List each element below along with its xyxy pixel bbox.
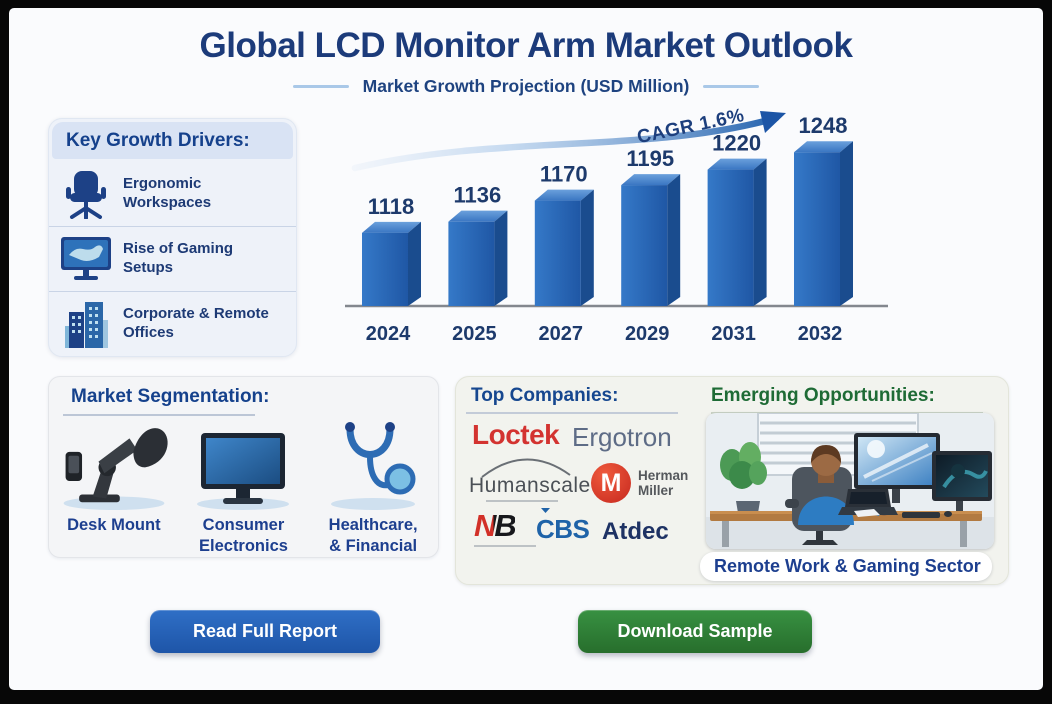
bar-value-label: 1248 (799, 113, 848, 138)
bar-value-label: 1170 (540, 162, 588, 187)
bar-2025: 1136 2025 (448, 183, 508, 345)
herman-miller-logo: Herman Miller (638, 468, 689, 498)
workspace-illustration (706, 413, 994, 549)
growth-driver-row: Corporate & Remote Offices (49, 291, 296, 356)
market-growth-bar-chart: CAGR 1.6% 111820241136202511702027119520… (345, 105, 888, 345)
bar-2031: 1220 2031 (707, 131, 767, 345)
subtitle-dash-left (292, 85, 349, 88)
growth-driver-label: Corporate & Remote Offices (123, 305, 269, 341)
gaming-monitor-icon (61, 237, 111, 281)
bar-year-label: 2025 (452, 323, 497, 345)
stethoscope-icon (328, 419, 418, 511)
emerging-caption-bar: Remote Work & Gaming Sector (700, 552, 992, 581)
segmentation-heading: Market Segmentation: (71, 386, 270, 407)
herman-miller-badge-icon: M (591, 463, 631, 503)
subtitle: Market Growth Projection (USD Million) (0, 76, 1052, 97)
segment-desk-mount: Desk Mount (54, 419, 174, 558)
bar-2032: 1248 2032 (794, 113, 853, 345)
segment-healthcare-financial: Healthcare, & Financial (313, 419, 433, 558)
nb-logo: NB (474, 508, 517, 543)
top-companies-heading: Top Companies: (471, 385, 619, 406)
top-companies-underline (466, 412, 678, 414)
bar-year-label: 2024 (366, 323, 411, 345)
segment-label: Healthcare, & Financial (328, 516, 418, 556)
bar-year-label: 2031 (711, 323, 756, 345)
bar-year-label: 2029 (625, 323, 670, 345)
segment-label: Consumer Electronics (199, 516, 288, 556)
companies-and-opportunities-panel: Top Companies: Loctek Ergotron Humanscal… (455, 376, 1009, 585)
bar-year-label: 2032 (798, 323, 843, 345)
emerging-caption-text: Remote Work & Gaming Sector (714, 556, 981, 576)
growth-driver-label: Rise of Gaming Setups (123, 240, 234, 276)
cbs-logo: CBS (536, 514, 590, 544)
bar-value-label: 1118 (368, 194, 415, 219)
cagr-arrowhead (760, 111, 786, 133)
growth-driver-row: Rise of Gaming Setups (49, 226, 296, 291)
market-segmentation-panel: Market Segmentation: Desk Mount (48, 376, 439, 558)
growth-driver-label: Ergonomic Workspaces (123, 175, 212, 211)
humanscale-logo-arc (481, 458, 571, 478)
office-chair-icon (61, 169, 111, 219)
humanscale-fine-print-line (486, 500, 558, 502)
segmentation-underline (63, 414, 255, 416)
subtitle-dash-right (703, 85, 760, 88)
download-sample-button[interactable]: Download Sample (578, 610, 812, 653)
monitor-icon (193, 419, 293, 511)
page-title: Global LCD Monitor Arm Market Outlook (199, 26, 854, 65)
bar-value-label: 1220 (712, 131, 761, 156)
laptop (838, 489, 898, 515)
bar-2024: 1118 2024 (362, 194, 421, 345)
dual-monitors (854, 433, 992, 513)
monitor-arm-icon (55, 419, 173, 511)
key-growth-drivers-panel: Key Growth Drivers: Ergonomic Workspaces (48, 118, 297, 357)
bars-group: 1118 2024 1136 2025 1170 2027 1195 2029 1220 2031… (362, 113, 853, 345)
ergotron-logo: Ergotron (572, 422, 672, 452)
subtitle-text: Market Growth Projection (USD Million) (362, 76, 690, 96)
emerging-opportunities-heading: Emerging Opportunities: (711, 385, 935, 406)
cbs-caron-mark (541, 508, 550, 513)
humanscale-logo: Humanscale (469, 474, 591, 497)
loctek-logo: Loctek (472, 419, 560, 450)
cagr-arrow (351, 114, 780, 172)
office-buildings-icon (61, 298, 111, 350)
read-full-report-button[interactable]: Read Full Report (150, 610, 380, 653)
growth-drivers-heading: Key Growth Drivers: (52, 122, 293, 159)
bar-2029: 1195 2029 (621, 146, 681, 345)
segment-consumer-electronics: Consumer Electronics (183, 419, 303, 558)
bar-year-label: 2027 (539, 323, 584, 345)
bar-value-label: 1136 (454, 183, 502, 208)
segment-label: Desk Mount (67, 516, 161, 534)
bar-value-label: 1195 (626, 146, 674, 171)
atdec-logo: Atdec (602, 518, 669, 545)
growth-driver-row: Ergonomic Workspaces (49, 162, 296, 226)
nb-fine-print-line (474, 545, 536, 547)
bar-2027: 1170 2027 (534, 162, 594, 345)
